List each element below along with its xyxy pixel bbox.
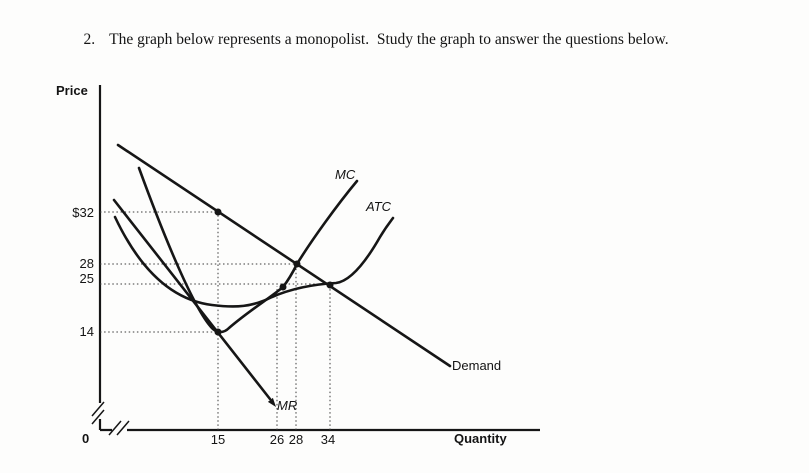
- x-axis-title: Quantity: [454, 431, 507, 446]
- axis-break-gap: [95, 403, 106, 419]
- demand-curve-label: Demand: [452, 358, 502, 373]
- question-number: 2.: [83, 31, 96, 48]
- axis-break-mark: [91, 409, 105, 425]
- mr-curve-label: MR: [277, 398, 298, 413]
- mc-curve-label: MC: [335, 167, 356, 182]
- y-tick-14: 14: [79, 324, 94, 339]
- origin-label: 0: [82, 431, 90, 446]
- mr-arrowhead: [267, 397, 276, 407]
- y-tick-28: 28: [79, 256, 94, 271]
- axis-break-mark: [116, 420, 130, 436]
- x-tick-34: 34: [320, 432, 336, 447]
- question: 2. The graph below represents a monopolis…: [68, 13, 768, 67]
- intersection-dot: [293, 260, 301, 268]
- axis-break-mark: [91, 401, 105, 417]
- question-text: The graph below represents a monopolist.…: [109, 31, 669, 48]
- x-tick-26: 26: [269, 432, 285, 447]
- atc-curve-label: ATC: [366, 199, 392, 214]
- axis-break-gap: [112, 424, 127, 435]
- intersection-dot: [214, 208, 222, 216]
- intersection-dot: [326, 281, 334, 289]
- curve-mc: [137, 166, 359, 334]
- y-tick-25: 25: [79, 271, 94, 286]
- x-tick-15: 15: [210, 432, 226, 447]
- axis-break-mark: [108, 420, 122, 436]
- curve-atc: [113, 215, 395, 308]
- intersection-dot: [214, 328, 222, 336]
- y-tick-32: $32: [72, 205, 94, 220]
- x-tick-28: 28: [288, 432, 304, 447]
- y-axis-title: Price: [56, 83, 88, 98]
- curve-demand: [116, 143, 452, 368]
- intersection-dot: [279, 283, 287, 291]
